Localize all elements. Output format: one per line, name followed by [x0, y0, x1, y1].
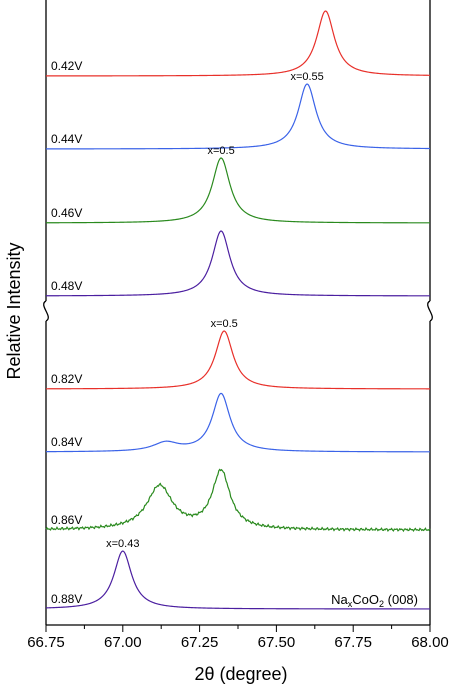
series-label: 0.82V	[51, 372, 82, 386]
series-line-0.46V	[45, 157, 430, 224]
right-axis-break	[427, 300, 433, 322]
series-label: 0.86V	[51, 513, 82, 527]
left-axis-break	[43, 300, 49, 322]
series-line-0.82V	[46, 330, 430, 390]
x-tick-label: 66.75	[27, 634, 65, 651]
series-line-0.86V	[45, 468, 431, 533]
peak-annotation: x=0.55	[290, 71, 323, 83]
series-label: 0.46V	[51, 206, 82, 220]
peak-annotation: x=0.43	[106, 538, 139, 550]
peak-annotation: x=0.5	[211, 318, 238, 330]
series-label: 0.88V	[51, 592, 82, 606]
series-label: 0.42V	[51, 59, 82, 73]
series-line-0.42V	[46, 10, 431, 77]
x-tick-label: 67.50	[258, 634, 296, 651]
plot-frame	[43, 0, 433, 626]
series-label: 0.48V	[51, 279, 82, 293]
series-line-0.88V	[45, 550, 430, 610]
series-line-0.44V	[46, 83, 431, 150]
x-tick-label: 67.00	[104, 634, 142, 651]
x-tick-label: 67.75	[334, 634, 372, 651]
x-axis-title: 2θ (degree)	[194, 664, 287, 684]
series-label: 0.44V	[51, 132, 82, 146]
x-tick-label: 68.00	[411, 634, 449, 651]
series-line-0.48V	[45, 230, 430, 297]
labels-group: 0.42V 0.44V 0.46V 0.48V 0.82V 0.84V 0.86V 0.88V…	[51, 59, 324, 606]
series-label: 0.84V	[51, 435, 82, 449]
peak-annotation: x=0.5	[207, 145, 234, 157]
x-axis: 66.75 67.00 67.25 67.50 67.75 68.00	[27, 625, 449, 651]
series-line-0.84V	[46, 392, 430, 453]
sample-label: NaxCoO2 (008)	[331, 592, 418, 609]
series-group	[45, 10, 431, 610]
y-axis-title: Relative Intensity	[4, 242, 24, 379]
x-tick-label: 67.25	[181, 634, 219, 651]
